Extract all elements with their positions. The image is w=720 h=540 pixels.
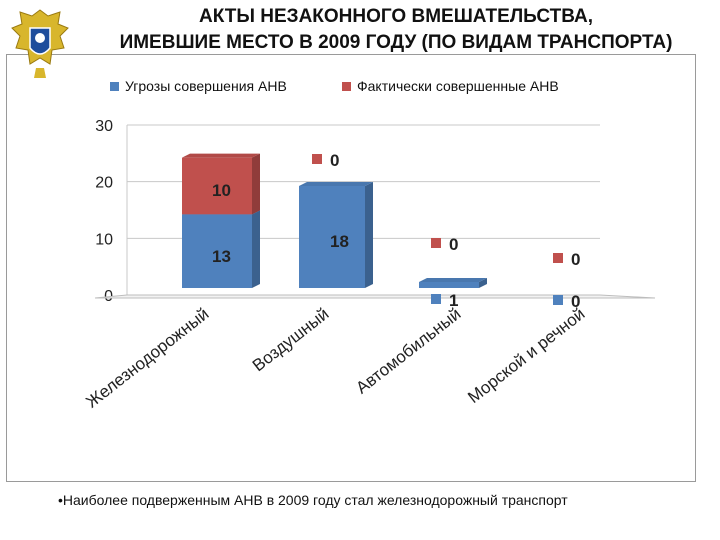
value-marker bbox=[553, 295, 563, 305]
legend-item-actual: Фактически совершенные АНВ bbox=[342, 78, 559, 94]
value-marker bbox=[312, 235, 322, 245]
value-marker bbox=[194, 250, 204, 260]
x-tick-label: Морской и речной bbox=[464, 304, 588, 407]
bar-side-1-0 bbox=[252, 153, 260, 215]
value-label: 13 bbox=[212, 247, 231, 266]
legend-swatch-actual bbox=[342, 81, 351, 91]
value-label: 18 bbox=[330, 232, 349, 251]
value-marker bbox=[431, 294, 441, 304]
chart-floor bbox=[94, 294, 656, 299]
y-tick-label: 30 bbox=[95, 118, 113, 135]
x-tick-label: Автомобильный bbox=[352, 304, 464, 397]
title-line-1: АКТЫ НЕЗАКОННОГО ВМЕШАТЕЛЬСТВА, bbox=[199, 6, 593, 27]
value-marker bbox=[312, 154, 322, 164]
double-headed-eagle-emblem-icon bbox=[11, 9, 69, 78]
legend-label-threats: Угрозы совершения АНВ bbox=[125, 78, 287, 94]
value-label: 0 bbox=[330, 151, 339, 170]
y-tick-label: 20 bbox=[95, 175, 113, 192]
bar-top-0-1 bbox=[299, 182, 373, 186]
value-marker bbox=[553, 253, 563, 263]
title-line-2: ИМЕВШИЕ МЕСТО В 2009 ГОДУ (ПО ВИДАМ ТРАН… bbox=[119, 32, 673, 53]
value-label: 0 bbox=[571, 250, 580, 269]
value-marker bbox=[431, 238, 441, 248]
bar-side-0-0 bbox=[252, 210, 260, 288]
summary-note: •Наиболее подверженным АНВ в 2009 году с… bbox=[58, 492, 568, 508]
bar-top-0-2 bbox=[419, 278, 487, 282]
value-label: 0 bbox=[449, 235, 458, 254]
bar-0-2 bbox=[419, 282, 479, 288]
y-tick-label: 10 bbox=[95, 231, 113, 248]
value-marker bbox=[194, 184, 204, 194]
bar-side-0-1 bbox=[365, 182, 373, 288]
value-label: 1 bbox=[449, 291, 458, 310]
bar-0-0 bbox=[182, 214, 252, 288]
legend-swatch-threats bbox=[110, 81, 119, 91]
bar-top-1-0 bbox=[182, 153, 260, 158]
legend-label-actual: Фактически совершенные АНВ bbox=[357, 78, 559, 94]
page-title: АКТЫ НЕЗАКОННОГО ВМЕШАТЕЛЬСТВА, ИМЕВШИЕ … bbox=[78, 4, 714, 56]
x-tick-label: Воздушный bbox=[249, 304, 333, 375]
bar-1-0 bbox=[182, 157, 252, 215]
legend-item-threats: Угрозы совершения АНВ bbox=[110, 78, 287, 94]
bar-side-0-2 bbox=[479, 278, 487, 288]
value-label: 0 bbox=[571, 292, 580, 311]
x-tick-label: Железнодорожный bbox=[82, 304, 212, 411]
bar-0-1 bbox=[299, 186, 365, 288]
value-label: 10 bbox=[212, 181, 231, 200]
